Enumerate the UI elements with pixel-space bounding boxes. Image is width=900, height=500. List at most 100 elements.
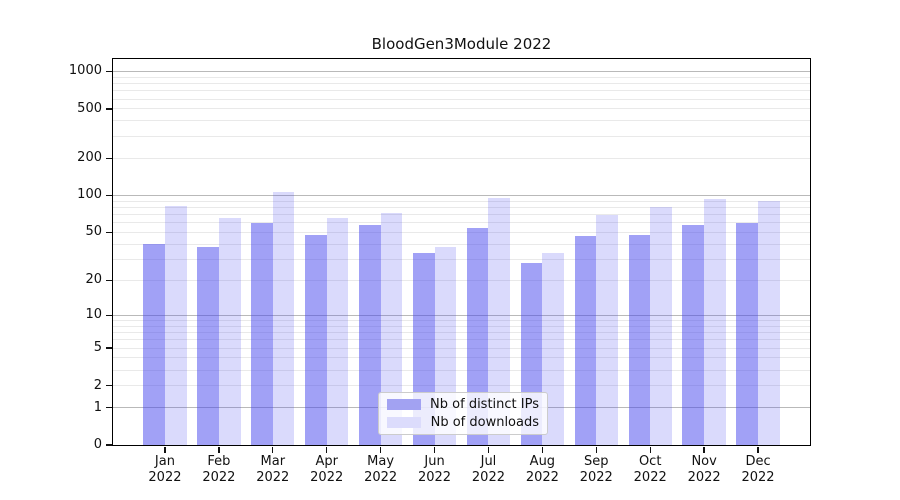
y-tick-mark-2 [105, 384, 112, 387]
x-tick-label-dec: Dec 2022 [741, 454, 775, 485]
plot-area [111, 57, 811, 446]
y-tick-mark-50 [105, 231, 112, 234]
y-tick-label-10: 10 [85, 307, 102, 323]
legend: Nb of distinct IPs Nb of downloads [378, 392, 548, 435]
y-tick-mark-1 [105, 406, 112, 409]
gridline-40 [113, 243, 810, 245]
gridline-300 [113, 135, 810, 137]
legend-swatch-icon [387, 417, 421, 428]
bar-nb-of-distinct-ips-jul [466, 228, 489, 445]
gridline-60 [113, 222, 810, 224]
gridline-20 [113, 279, 810, 281]
bar-nb-of-downloads-oct [650, 207, 672, 445]
gridline-80 [113, 206, 810, 208]
y-tick-label-100: 100 [77, 187, 102, 203]
bar-nb-of-distinct-ips-dec [736, 222, 759, 445]
x-tick-mark-aug [541, 446, 544, 453]
gridline-50 [113, 231, 810, 233]
gridline-90 [113, 200, 810, 202]
bar-nb-of-distinct-ips-may [358, 224, 381, 445]
legend-item: Nb of downloads [387, 415, 539, 430]
x-tick-mark-feb [218, 446, 220, 453]
x-tick-label-aug: Aug 2022 [525, 454, 559, 485]
x-tick-mark-sep [595, 446, 597, 453]
legend-label: Nb of downloads [430, 415, 539, 430]
gridline-70 [113, 214, 810, 216]
bar-nb-of-downloads-mar [272, 192, 295, 445]
y-tick-mark-10 [105, 314, 112, 316]
bar-nb-of-distinct-ips-nov [682, 224, 705, 445]
x-tick-label-jun: Jun 2022 [417, 454, 452, 485]
bar-nb-of-distinct-ips-mar [251, 222, 273, 445]
gridline-100 [113, 194, 810, 196]
x-tick-mark-apr [326, 446, 328, 453]
bar-nb-of-distinct-ips-jan [143, 244, 165, 445]
y-tick-label-0: 0 [93, 437, 102, 452]
y-tick-mark-1000 [105, 70, 112, 73]
gridline-600 [113, 98, 810, 100]
gridline-5 [113, 347, 810, 349]
y-tick-mark-500 [105, 108, 112, 110]
legend-label: Nb of distinct IPs [430, 397, 539, 412]
y-tick-label-2: 2 [93, 377, 102, 393]
y-tick-mark-20 [105, 279, 112, 282]
x-tick-label-jul: Jul 2022 [471, 454, 505, 485]
bar-nb-of-distinct-ips-sep [574, 235, 597, 445]
gridline-9 [113, 320, 810, 321]
gridline-400 [113, 120, 810, 122]
gridline-4 [113, 357, 810, 359]
bar-nb-of-downloads-apr [326, 217, 349, 445]
x-tick-mark-jan [164, 446, 166, 453]
bar-nb-of-downloads-jul [488, 198, 511, 445]
gridline-30 [113, 258, 810, 260]
y-tick-label-5: 5 [93, 340, 102, 356]
x-tick-mark-oct [649, 446, 651, 453]
x-tick-label-apr: Apr 2022 [310, 454, 344, 485]
y-tick-mark-100 [105, 194, 112, 197]
gridline-1000 [113, 70, 810, 72]
gridline-500 [113, 108, 810, 110]
x-tick-mark-may [379, 446, 382, 453]
gridline-3 [113, 369, 810, 371]
gridline-800 [113, 83, 810, 85]
bar-nb-of-distinct-ips-apr [305, 234, 327, 445]
x-tick-label-may: May 2022 [364, 454, 398, 485]
y-tick-mark-5 [105, 347, 112, 349]
x-tick-label-mar: Mar 2022 [256, 454, 290, 485]
gridline-2 [113, 385, 810, 387]
bar-nb-of-downloads-sep [596, 214, 618, 445]
x-tick-label-sep: Sep 2022 [579, 454, 613, 485]
bar-nb-of-downloads-nov [704, 198, 726, 445]
bar-nb-of-downloads-may [380, 213, 403, 445]
y-tick-label-200: 200 [77, 150, 102, 166]
y-tick-label-1000: 1000 [68, 63, 102, 79]
legend-swatch-icon [387, 399, 421, 410]
y-tick-mark-200 [105, 157, 112, 159]
chart-title: BloodGen3Module 2022 [371, 35, 552, 53]
bar-nb-of-downloads-dec [758, 200, 780, 445]
y-tick-label-20: 20 [85, 272, 102, 288]
bar-nb-of-distinct-ips-oct [628, 234, 651, 445]
gridline-10 [113, 314, 810, 316]
bar-nb-of-distinct-ips-feb [197, 246, 219, 445]
x-tick-mark-jul [487, 446, 490, 453]
y-tick-label-1: 1 [93, 399, 102, 415]
gridline-900 [113, 76, 810, 78]
x-tick-mark-jun [433, 446, 436, 453]
x-tick-label-nov: Nov 2022 [687, 454, 721, 485]
bar-nb-of-downloads-jan [164, 206, 187, 445]
x-tick-mark-nov [703, 446, 705, 453]
gridline-7 [113, 332, 810, 334]
x-tick-label-oct: Oct 2022 [633, 454, 667, 485]
x-tick-label-feb: Feb 2022 [202, 454, 236, 485]
x-tick-label-jan: Jan 2022 [148, 454, 182, 485]
legend-item: Nb of distinct IPs [387, 397, 539, 412]
gridline-6 [113, 339, 810, 341]
gridline-200 [113, 157, 810, 159]
gridline-700 [113, 90, 810, 92]
bar-nb-of-downloads-feb [218, 217, 241, 445]
y-tick-mark-0 [105, 444, 112, 446]
y-tick-label-500: 500 [77, 100, 102, 116]
y-tick-label-50: 50 [85, 224, 102, 240]
